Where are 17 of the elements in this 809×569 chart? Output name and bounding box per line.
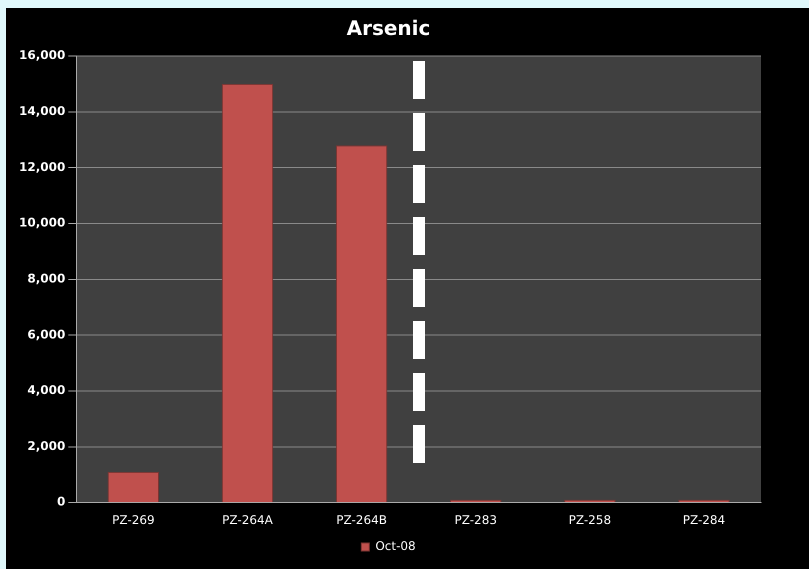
x-tick-label: PZ-284 <box>682 512 726 527</box>
legend-label: Oct-08 <box>375 539 416 554</box>
y-tick-label: 4,000 <box>27 383 66 398</box>
x-tick-label: PZ-269 <box>112 512 155 527</box>
x-tick-label: PZ-264A <box>222 512 274 527</box>
x-tick-label: PZ-283 <box>454 512 497 527</box>
y-tick-label: 6,000 <box>27 327 66 342</box>
x-tick-label: PZ-264B <box>336 512 387 527</box>
y-tick-label: 16,000 <box>18 48 66 62</box>
y-tick-label: 0 <box>56 494 66 509</box>
y-tick-label: 2,000 <box>27 438 66 453</box>
y-tick-label: 10,000 <box>18 216 66 230</box>
y-tick-label: 8,000 <box>27 271 66 286</box>
y-tick-label: 14,000 <box>18 104 66 118</box>
x-tick-label: PZ-258 <box>568 512 612 527</box>
y-tick-label: 12,000 <box>18 160 66 174</box>
chart-title: Arsenic <box>346 16 430 40</box>
